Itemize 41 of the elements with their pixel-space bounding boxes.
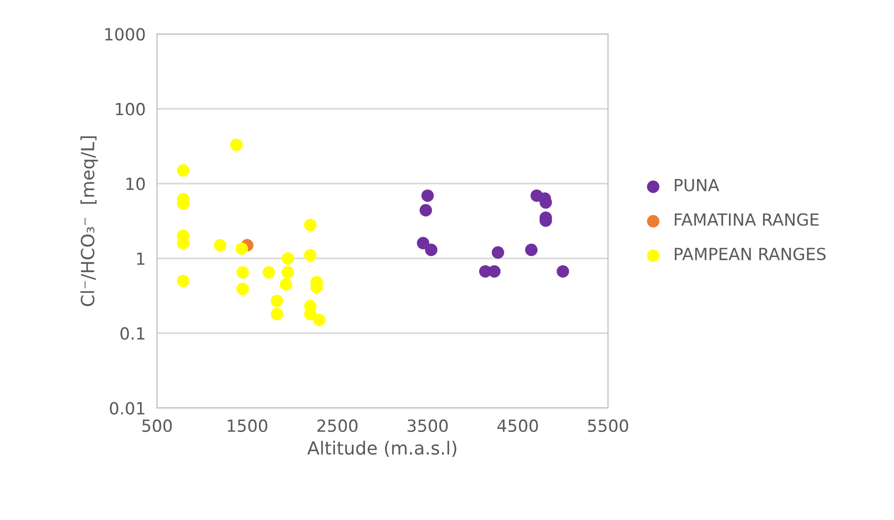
x-tick-label: 4500 <box>497 419 538 432</box>
point <box>492 246 504 259</box>
point <box>270 308 284 320</box>
x-tick-label: 2500 <box>317 419 358 432</box>
point <box>176 274 190 288</box>
point <box>556 265 570 278</box>
x-axis-title: Altitude (m.a.s.l) <box>307 440 456 457</box>
y-tick-label: 0.01 <box>110 402 144 415</box>
point <box>280 278 292 291</box>
point <box>420 204 432 216</box>
legend-label: PUNA <box>674 178 720 192</box>
x-tick-label: 3500 <box>408 419 448 432</box>
x-tick-label: 1500 <box>228 419 268 432</box>
point <box>421 189 434 202</box>
point <box>214 239 226 252</box>
point <box>304 249 317 262</box>
point <box>230 138 243 152</box>
y-tick-label: 0.1 <box>120 327 144 340</box>
point <box>416 236 430 250</box>
legend-label: FAMATINA RANGE <box>674 213 819 226</box>
point <box>282 266 294 279</box>
point <box>236 282 249 296</box>
point <box>176 164 190 177</box>
y-axis-title: Cl⁻/HCO₃⁻ [meq/L] <box>80 136 98 306</box>
point <box>304 218 317 232</box>
y-tick-label: 100 <box>116 102 145 116</box>
legend-label: PAMPEAN RANGES <box>674 248 826 260</box>
point <box>262 266 276 279</box>
x-tick-label: 500 <box>142 419 172 432</box>
point <box>488 265 501 278</box>
y-tick-label: 10 <box>126 178 145 190</box>
y-tick-label: 1000 <box>105 28 145 41</box>
point <box>270 294 284 308</box>
y-tick-label: 1 <box>137 252 144 265</box>
point <box>424 244 438 256</box>
point <box>313 314 326 326</box>
point <box>282 252 294 265</box>
x-tick-label: 5500 <box>588 419 628 432</box>
point <box>236 266 249 279</box>
point <box>525 244 538 256</box>
point <box>236 242 248 255</box>
